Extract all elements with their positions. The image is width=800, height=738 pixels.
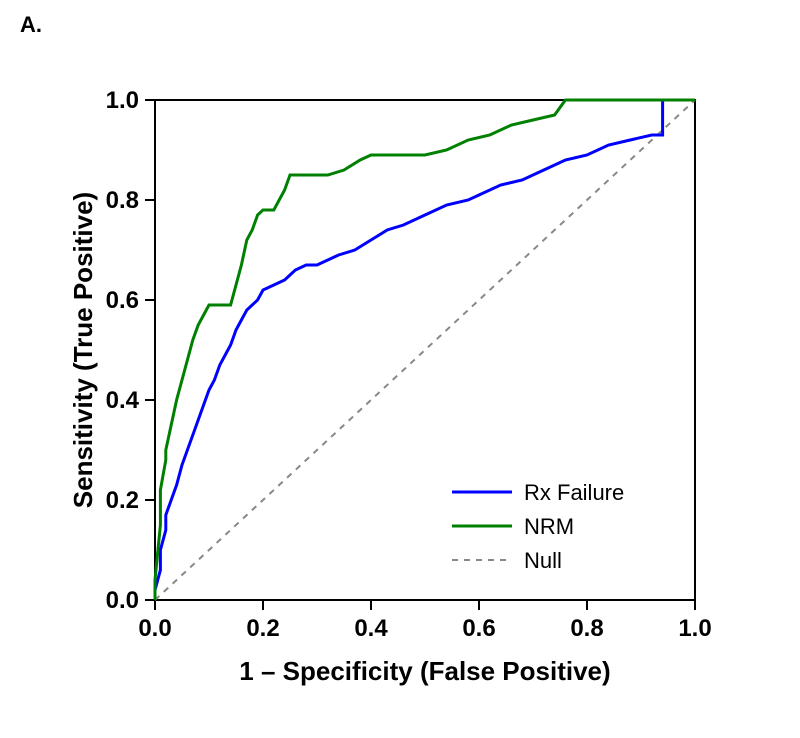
x-tick-label: 1.0	[678, 615, 711, 642]
roc-chart: 0.0 0.2 0.4 0.6 0.8 1.0 0.0 0.2 0.4 0.6 0.8 1.0 1 – …	[60, 80, 760, 710]
y-tick-label: 0.4	[106, 387, 140, 414]
x-tick-label: 0.2	[246, 615, 279, 642]
y-tick-label: 0.6	[106, 287, 139, 314]
x-tick-label: 0.6	[462, 615, 495, 642]
x-tick-label: 0.0	[138, 615, 171, 642]
y-tick-label: 0.0	[106, 587, 139, 614]
y-tick-label: 1.0	[106, 87, 139, 114]
roc-svg: 0.0 0.2 0.4 0.6 0.8 1.0 0.0 0.2 0.4 0.6 0.8 1.0 1 – …	[60, 80, 760, 710]
legend-label-nrm: NRM	[524, 514, 574, 539]
x-tick-label: 0.4	[354, 615, 388, 642]
panel-label: A.	[20, 12, 42, 38]
legend-label-null: Null	[524, 548, 562, 573]
legend-label-rx-failure: Rx Failure	[524, 480, 624, 505]
x-axis-title: 1 – Specificity (False Positive)	[239, 656, 610, 686]
y-tick-label: 0.8	[106, 187, 139, 214]
y-tick-label: 0.2	[106, 487, 139, 514]
y-axis-title: Sensitivity (True Positive)	[68, 192, 98, 508]
x-tick-label: 0.8	[570, 615, 603, 642]
